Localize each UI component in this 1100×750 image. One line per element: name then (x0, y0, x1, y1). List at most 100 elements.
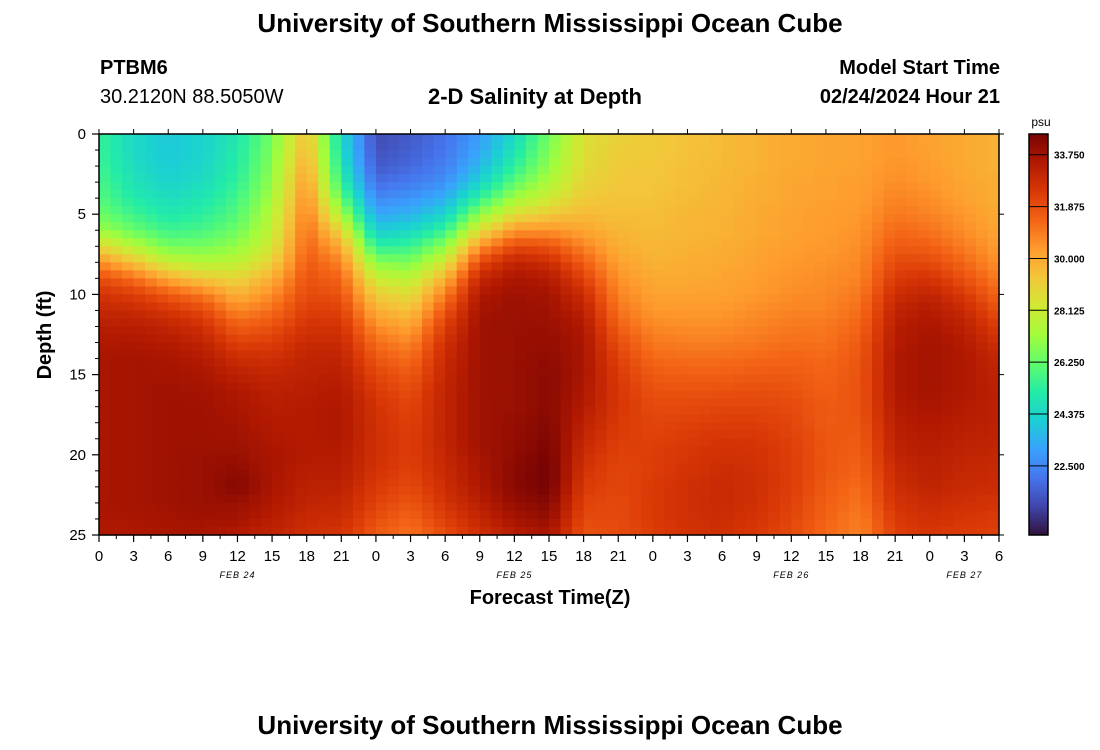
heatmap-cell (352, 310, 365, 320)
heatmap-cell (514, 350, 527, 360)
heatmap-cell (929, 310, 942, 320)
heatmap-cell (168, 302, 181, 312)
heatmap-cell (606, 142, 619, 151)
heatmap-cell (249, 470, 262, 480)
heatmap-cell (895, 526, 908, 536)
heatmap-cell (572, 150, 585, 159)
heatmap-cell (733, 174, 746, 183)
heatmap-cell (133, 358, 146, 368)
heatmap-cell (860, 382, 873, 392)
heatmap-cell (145, 334, 158, 344)
heatmap-cell (906, 358, 919, 368)
heatmap-cell (675, 462, 689, 472)
heatmap-cell (952, 502, 965, 512)
heatmap-cell (191, 190, 204, 199)
heatmap-cell (352, 254, 365, 263)
heatmap-cell (191, 390, 204, 400)
heatmap-cell (283, 326, 296, 336)
heatmap-cell (306, 150, 319, 159)
heatmap-cell (122, 526, 135, 536)
heatmap-cell (514, 262, 527, 271)
heatmap-cell (375, 286, 389, 295)
heatmap-cell (399, 350, 412, 360)
heatmap-cell (202, 510, 215, 520)
heatmap-cell (110, 390, 123, 400)
heatmap-cell (214, 382, 227, 392)
heatmap-cell (445, 446, 458, 456)
heatmap-cell (895, 142, 908, 151)
heatmap-cell (722, 526, 735, 536)
heatmap-cell (110, 494, 123, 504)
heatmap-cell (652, 198, 665, 207)
heatmap-cell (525, 214, 539, 223)
heatmap-cell (641, 350, 654, 360)
heatmap-cell (975, 406, 989, 416)
heatmap-cell (514, 334, 527, 344)
heatmap-cell (537, 518, 550, 528)
heatmap-cell (814, 150, 827, 159)
heatmap-cell (629, 334, 642, 344)
heatmap-cell (814, 166, 827, 175)
heatmap-cell (860, 246, 873, 255)
heatmap-cell (260, 158, 273, 167)
heatmap-cell (295, 454, 308, 464)
heatmap-cell (225, 486, 239, 496)
heatmap-cell (156, 270, 169, 279)
heatmap-cell (918, 310, 931, 320)
heatmap-cell (745, 438, 758, 448)
heatmap-cell (641, 294, 654, 304)
heatmap-cell (733, 286, 746, 295)
heatmap-cell (399, 494, 412, 504)
heatmap-cell (618, 214, 631, 223)
heatmap-cell (156, 286, 169, 295)
heatmap-cell (906, 174, 919, 183)
heatmap-cell (722, 318, 735, 328)
heatmap-cell (710, 486, 723, 496)
heatmap-cell (156, 334, 169, 344)
heatmap-cell (745, 422, 758, 432)
heatmap-cell (537, 198, 550, 207)
heatmap-cell (629, 478, 642, 488)
heatmap-cell (502, 134, 515, 143)
heatmap-cell (225, 302, 239, 312)
heatmap-cell (145, 302, 158, 312)
heatmap-cell (814, 206, 827, 215)
heatmap-cell (445, 158, 458, 167)
heatmap-cell (179, 422, 192, 432)
heatmap-cell (514, 342, 527, 352)
heatmap-cell (641, 334, 654, 344)
heatmap-cell (445, 510, 458, 520)
colorbar-tick-label: 24.375 (1054, 410, 1085, 421)
heatmap-cell (514, 150, 527, 159)
heatmap-cell (306, 294, 319, 304)
heatmap-cell (572, 198, 585, 207)
heatmap-cell (329, 174, 342, 183)
heatmap-cell (272, 310, 285, 320)
heatmap-cell (514, 494, 527, 504)
heatmap-cell (491, 510, 504, 520)
heatmap-cell (791, 494, 804, 504)
heatmap-cell (479, 142, 492, 151)
heatmap-cell (814, 510, 827, 520)
heatmap-cell (710, 286, 723, 295)
heatmap-cell (964, 238, 977, 247)
heatmap-cell (872, 382, 885, 392)
heatmap-cell (733, 510, 746, 520)
heatmap-cell (895, 302, 908, 312)
heatmap-cell (191, 462, 204, 472)
heatmap-cell (502, 518, 515, 528)
heatmap-cell (352, 206, 365, 215)
heatmap-cell (779, 510, 792, 520)
heatmap-cell (964, 334, 977, 344)
heatmap-cell (168, 390, 181, 400)
heatmap-cell (952, 302, 965, 312)
heatmap-cell (225, 254, 239, 263)
heatmap-cell (214, 486, 227, 496)
heatmap-cell (802, 238, 815, 247)
heatmap-cell (179, 150, 192, 159)
heatmap-cell (133, 366, 146, 376)
heatmap-cell (710, 166, 723, 175)
heatmap-cell (191, 502, 204, 512)
heatmap-cell (941, 134, 954, 143)
heatmap-cell (214, 318, 227, 328)
